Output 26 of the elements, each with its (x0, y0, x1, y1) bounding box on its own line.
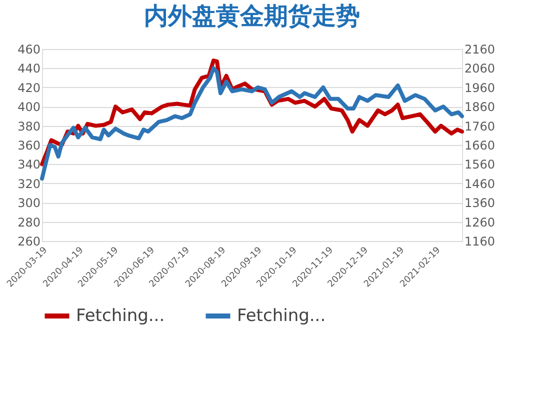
y-tick-label: 280 (18, 215, 40, 230)
y-tick-label: 460 (18, 42, 40, 56)
y-tick-label: 440 (18, 62, 40, 76)
y2-tick-label: 1560 (464, 158, 496, 172)
y-tick-label: 300 (18, 196, 40, 210)
y2-tick-label: 1260 (464, 215, 496, 230)
legend-label: Fetching... (237, 306, 326, 326)
y2-tick-label: 2060 (464, 62, 496, 76)
y2-tick-label: 1960 (464, 80, 496, 95)
y-tick-label: 260 (18, 234, 40, 248)
y-tick-label: 360 (18, 138, 40, 152)
line-series (40, 66, 464, 181)
y-tick-label: 340 (18, 158, 40, 172)
chart-title: 内外盘黄金期货走势 (144, 2, 360, 30)
y2-tick-label: 1460 (464, 176, 496, 191)
y-tick-label: 380 (18, 119, 40, 134)
y2-tick-label: 1360 (464, 196, 496, 210)
y-tick-label: 420 (18, 80, 40, 95)
y2-tick-label: 1660 (464, 138, 496, 152)
y-tick-label: 320 (18, 176, 40, 191)
y-tick-label: 400 (18, 100, 40, 114)
y2-tick-label: 2160 (464, 42, 496, 56)
y2-tick-label: 1860 (464, 100, 496, 114)
legend-label: Fetching... (76, 306, 165, 326)
y2-tick-label: 1760 (464, 119, 496, 134)
y2-tick-label: 1160 (464, 234, 496, 248)
